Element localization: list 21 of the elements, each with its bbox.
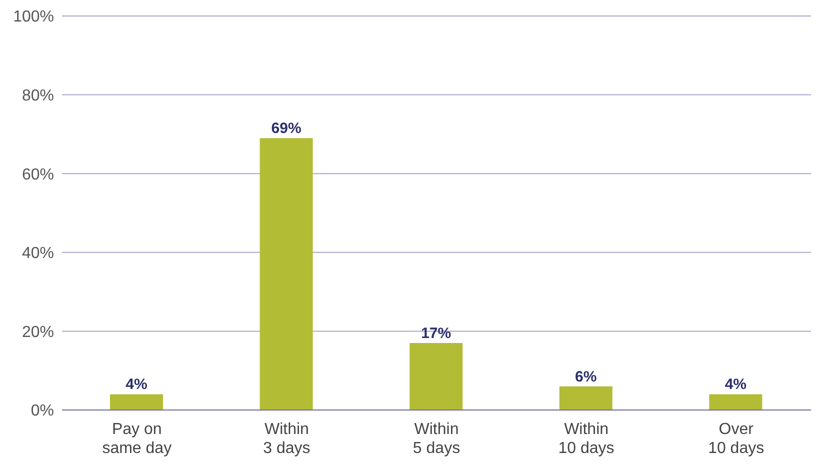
x-tick-label: Within 10 days — [558, 421, 614, 457]
y-tick-label: 100% — [13, 8, 54, 26]
y-tick-label: 60% — [22, 166, 54, 184]
y-tick-label: 20% — [22, 324, 54, 341]
data-label: 4% — [724, 376, 747, 394]
x-tick-label: Pay on same day — [102, 421, 172, 457]
x-tick-label: Over 10 days — [708, 421, 764, 457]
x-tick-label: Within 5 days — [412, 421, 460, 457]
data-label: 17% — [421, 325, 452, 342]
bar — [709, 394, 762, 410]
bar — [110, 394, 163, 410]
y-tick-label: 80% — [22, 87, 54, 104]
data-label: 6% — [575, 368, 597, 386]
y-tick-label: 0% — [30, 402, 54, 420]
data-label: 4% — [126, 376, 148, 394]
bar — [410, 343, 463, 410]
data-label: 69% — [271, 120, 302, 138]
bar — [260, 138, 313, 410]
x-tick-label: Within 3 days — [263, 421, 310, 457]
y-tick-label: 40% — [22, 245, 54, 262]
bar — [559, 386, 612, 410]
